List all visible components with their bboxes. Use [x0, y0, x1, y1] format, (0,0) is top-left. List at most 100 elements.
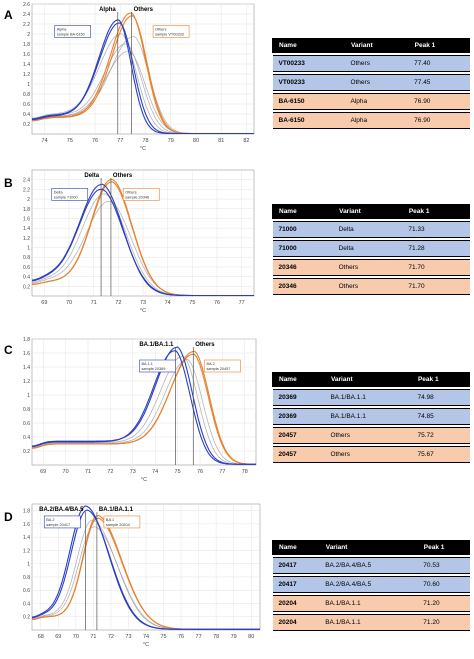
annotation-line-1: Delta: [54, 190, 64, 194]
annotation-box: [152, 25, 190, 38]
series-group: [31, 346, 257, 465]
peak-cell: 71.20: [417, 595, 470, 612]
y-tick-label: 0.8: [23, 575, 30, 581]
peak-cell: 71.70: [402, 278, 470, 295]
peak-cell: 75.67: [411, 446, 470, 463]
peak-cell: 71.33: [402, 221, 470, 238]
name-cell: BA-6150: [272, 93, 345, 110]
y-tick-label: 1.2: [23, 236, 30, 242]
table-row: 20457 Others 75.67: [272, 446, 470, 463]
y-tick-label: 1.4: [23, 365, 30, 371]
table-row: 20204 BA.1/BA.1.1 71.20: [272, 595, 470, 612]
melt-curve-grey: [31, 355, 256, 465]
x-tick-label: 69: [40, 469, 46, 475]
name-cell: 20204: [272, 614, 320, 631]
peak-cell: 74.85: [411, 408, 470, 425]
y-tick-label: 2.4: [23, 12, 30, 18]
x-tick-label: 68: [38, 634, 44, 640]
y-tick-label: 0.8: [23, 92, 30, 98]
x-tick-label: 78: [142, 138, 148, 144]
annotation-box: [204, 359, 241, 373]
melt-curve-blue: [31, 188, 254, 297]
x-tick-label: 70: [66, 300, 72, 306]
peak-cell: 77.40: [408, 55, 470, 72]
melt-curve-grey: [31, 358, 256, 465]
variant-cell: BA.1/BA.1.1: [319, 595, 418, 612]
panel-letter: C: [4, 343, 13, 357]
table-row: 20369 BA.1/BA.1.1 74.98: [272, 389, 470, 406]
annotation-line-1: BA.1: [106, 518, 114, 522]
panel-b: B 0.2 0.4 0.6 0.8 1 1.2 1.4 1.6 1.8 2 2.2 2.4 69 70 71…: [0, 166, 474, 326]
y-tick-label: 1.8: [23, 509, 30, 515]
peak-cell: 77.45: [408, 74, 470, 91]
y-tick-label: 2.2: [23, 187, 30, 193]
column-header: Peak 1: [401, 204, 471, 219]
column-header: Variant: [318, 540, 418, 555]
x-tick-label: 69: [41, 300, 47, 306]
annotation-line-2: sample 20369: [142, 367, 166, 371]
name-cell: VT00233: [272, 74, 345, 91]
name-cell: 20417: [272, 557, 320, 574]
peak-table-d: Name Variant Peak 1 20417 BA.2/BA.4/BA.5 70.5…: [272, 540, 471, 631]
table-row: VT00233 Others 77.45: [272, 74, 470, 91]
column-header: Variant: [343, 38, 409, 53]
variant-cell: Others: [332, 259, 403, 276]
x-tick-label: 73: [125, 634, 131, 640]
variant-cell: Delta: [332, 240, 403, 257]
y-tick-label: 1.2: [23, 72, 30, 78]
name-cell: 20369: [272, 389, 325, 406]
panel-d: D 0.2 0.4 0.6 0.8 1 1.2 1.4 1.6 1.8 68 69 70 71 72 73 7…: [0, 500, 474, 659]
y-tick-label: 0.4: [23, 601, 30, 607]
y-tick-label: 0.6: [23, 102, 30, 108]
annotation-line-2: sample 20204: [106, 523, 130, 527]
table-header-row: Name Variant Peak 1: [271, 204, 471, 219]
peak-marker-label: Others: [195, 342, 215, 348]
y-tick-label: 2.2: [23, 22, 30, 28]
melt-curve-chart-d: 0.2 0.4 0.6 0.8 1 1.2 1.4 1.6 1.8 68 69 70 71 72 73 74 7…: [23, 503, 261, 648]
annotation-line-1: Alpha: [57, 28, 68, 32]
y-tick-label: 2: [27, 197, 30, 203]
x-tick-label: 74: [42, 138, 48, 144]
variant-cell: BA.1/BA.1.1: [319, 614, 418, 631]
x-tick-label: 73: [140, 300, 146, 306]
series-group: [31, 505, 260, 630]
annotation-line-2: sample 71000: [54, 195, 78, 199]
variant-cell: BA.1/BA.1.1: [324, 389, 412, 406]
y-tick-label: 2.6: [23, 2, 30, 8]
melt-curve-blue: [31, 350, 256, 465]
annotation-line-2: sample 20346: [125, 195, 149, 199]
x-tick-label: 80: [193, 138, 199, 144]
annotation-line-2: sample VT00233: [155, 33, 184, 37]
y-tick-label: 1.6: [23, 216, 30, 222]
peak-marker-label: BA.1/BA.1.1: [139, 342, 174, 348]
peak-marker-label: Others: [134, 7, 154, 13]
x-tick-label: 73: [130, 469, 136, 475]
annotation-line-2: sample 20457: [206, 367, 230, 371]
panel-letter: D: [4, 510, 13, 524]
x-tick-label: 74: [152, 469, 158, 475]
table-row: 20369 BA.1/BA.1.1 74.85: [272, 408, 470, 425]
x-tick-label: 77: [117, 138, 123, 144]
table-header-row: Name Variant Peak 1: [272, 38, 471, 53]
x-tick-label: 72: [107, 469, 113, 475]
y-tick-label: 1.8: [23, 337, 30, 343]
series-group: [31, 178, 254, 297]
peak-cell: 76.90: [408, 112, 470, 129]
annotation-box: [51, 188, 89, 201]
y-tick-label: 1.8: [23, 42, 30, 48]
y-tick-label: 0.6: [23, 588, 30, 594]
peak-table-c: Name Variant Peak 1 20369 BA.1/BA.1.1 74.98 20…: [272, 372, 471, 463]
name-cell: 20204: [272, 595, 320, 612]
peak-marker-label: BA.1/BA.1.1: [99, 507, 134, 513]
peak-cell: 71.20: [417, 614, 470, 631]
y-tick-label: 1: [27, 562, 30, 568]
y-tick-label: 1: [27, 82, 30, 88]
melt-curve-blue: [31, 22, 254, 135]
x-tick-label: 77: [239, 300, 245, 306]
y-tick-label: 1.2: [23, 548, 30, 554]
